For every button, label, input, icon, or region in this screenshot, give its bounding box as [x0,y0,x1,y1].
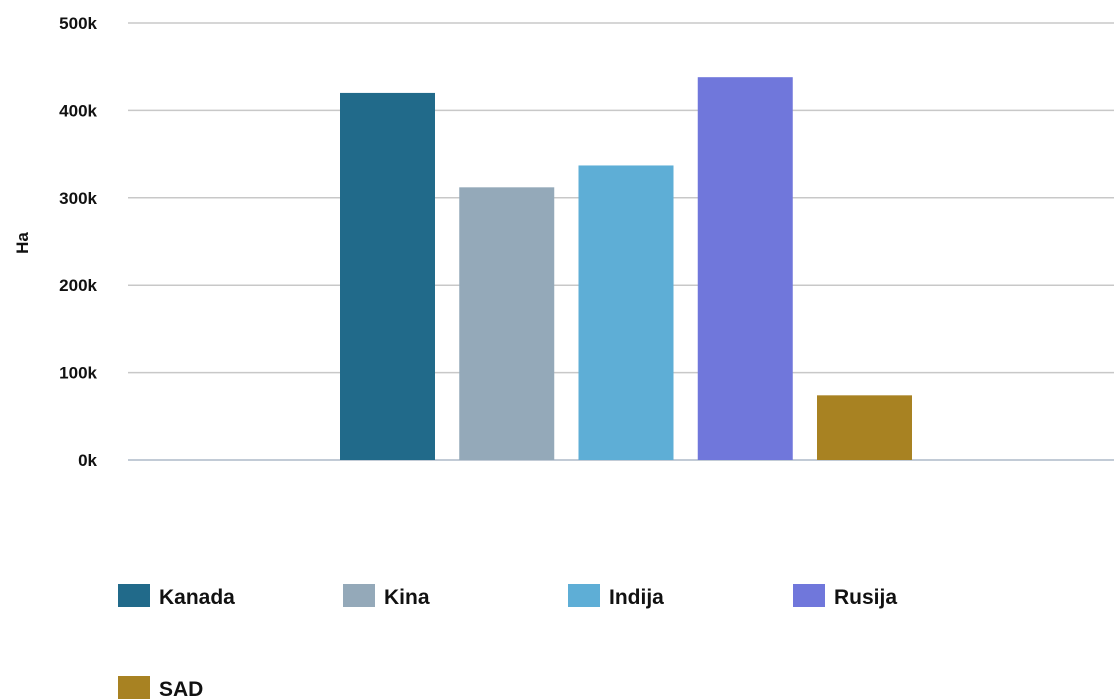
bars [340,77,912,461]
y-axis-title: Ha [13,232,32,254]
bar-kina [459,187,555,460]
legend-item-rusija: Rusija [793,584,897,609]
legend-item-kina: Kina [343,584,430,609]
y-axis-tick-labels: 0k 100k 200k 300k 400k 500k [59,14,97,470]
bar-kanada [340,92,435,461]
legend-label: Kina [384,586,430,609]
legend: Kanada Kina Indija Rusija SAD [118,584,897,699]
legend-swatch [343,584,375,607]
bar-rusija [697,77,793,461]
legend-label: Indija [609,586,664,609]
bar-sad [817,395,912,460]
legend-swatch [793,584,825,607]
legend-item-sad: SAD [118,676,203,699]
y-tick-label: 400k [59,101,97,120]
y-tick-label: 0k [78,451,97,470]
bar-indija [578,165,674,460]
y-tick-label: 100k [59,364,97,383]
legend-label: Rusija [834,586,897,609]
y-tick-label: 500k [59,14,97,33]
y-tick-label: 300k [59,189,97,208]
legend-label: Kanada [159,586,235,609]
y-tick-label: 200k [59,276,97,295]
legend-item-indija: Indija [568,584,664,609]
legend-item-kanada: Kanada [118,584,235,609]
legend-swatch [118,676,150,699]
legend-swatch [568,584,600,607]
legend-label: SAD [159,678,203,699]
legend-swatch [118,584,150,607]
